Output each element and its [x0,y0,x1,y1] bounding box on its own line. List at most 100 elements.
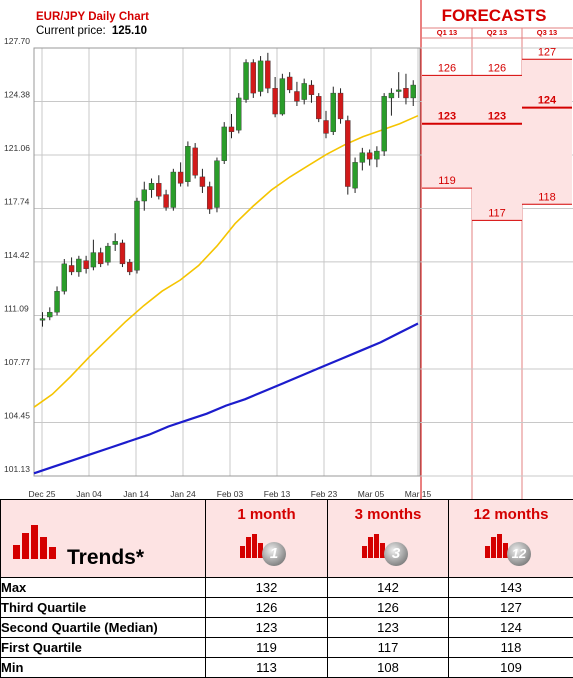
candle-body [338,93,343,119]
candle-body [171,172,176,207]
table-row: Max 132 142 143 [1,578,573,598]
candle-body [280,79,285,114]
candle-body [265,61,270,88]
candle-body [345,120,350,186]
row-value: 113 [206,658,328,678]
current-price-label: Current price: [36,25,106,37]
candle-body [331,93,336,132]
candle-body [353,162,358,188]
row-value: 123 [328,618,449,638]
row-value: 126 [328,598,449,618]
candle [193,143,198,178]
row-value: 119 [206,638,328,658]
candle-body [135,201,140,270]
row-value: 126 [206,598,328,618]
candle-body [55,291,60,312]
candle-body [251,62,256,93]
x-tick-label: Feb 03 [217,489,244,499]
row-value: 108 [328,658,449,678]
candle-body [382,96,387,151]
candle [251,59,256,98]
candle-body [214,161,219,208]
candle-body [273,88,278,114]
period-bars-icon [362,534,386,558]
y-tick-label: 127.70 [4,36,30,46]
column-3-months-label: 3 months [328,506,448,523]
candle-body [98,253,103,264]
candle-body [178,172,183,183]
candle-body [69,265,74,271]
column-12-months-label: 12 months [449,506,573,523]
candle-body [258,61,263,92]
candle [222,122,227,164]
row-label: First Quartile [1,638,206,658]
candle-body [164,195,169,208]
forecast-column-label: Q1 13 [437,28,457,37]
header-1-month: 1 month 1 [206,500,328,578]
forecasts-header: FORECASTS [442,6,547,25]
candle-body [302,83,307,99]
forecast-value-label: 119 [438,175,456,187]
forecast-column-label: Q2 13 [487,28,507,37]
3-months-badge-icon: 3 [384,542,408,566]
forecast-value-label: 117 [488,207,506,219]
candle [120,240,125,267]
candle-body [127,262,132,272]
candle-body [294,91,299,101]
forecast-value-label: 123 [488,111,506,123]
candle-body [236,98,241,130]
candle [135,198,140,274]
candle [105,243,110,266]
row-value: 127 [449,598,573,618]
header-12-months: 12 months 12 [449,500,573,578]
trends-table: Trends* 1 month 1 3 months [0,499,573,678]
row-value: 132 [206,578,328,598]
row-value: 143 [449,578,573,598]
header-3-months: 3 months 3 [328,500,449,578]
current-price-value: 125.10 [112,25,147,37]
row-value: 118 [449,638,573,658]
candle [280,74,285,116]
candle [207,182,212,214]
candle-body [374,151,379,159]
column-1-month-label: 1 month [206,506,327,523]
forecast-range [522,59,572,204]
table-row: Min 113 108 109 [1,658,573,678]
row-label: Max [1,578,206,598]
current-price-line: Current price: 125.10 [36,25,147,37]
candle-body [84,261,89,269]
table-row: First Quartile 119 117 118 [1,638,573,658]
candle [258,56,263,96]
row-value: 124 [449,618,573,638]
candle-body [324,120,329,133]
candle [345,116,350,195]
y-tick-label: 121.06 [4,143,30,153]
x-tick-label: Feb 23 [311,489,338,499]
candle-body [149,183,154,189]
eurjpy-daily-chart: 127.70124.38121.06117.74114.42111.09107.… [0,0,573,499]
period-bars-icon [240,534,264,558]
candle-body [360,153,365,163]
candle-body [222,127,227,161]
forecast-column-label: Q3 13 [537,28,557,37]
period-bars-icon [485,534,509,558]
candle-body [389,93,394,98]
1-month-badge-icon: 1 [262,542,286,566]
candle-body [396,90,401,92]
candle [353,158,358,193]
row-value: 109 [449,658,573,678]
x-tick-label: Dec 25 [29,489,56,499]
candle-body [411,85,416,98]
candle-body [316,96,321,119]
y-tick-label: 114.42 [4,250,30,260]
12-months-badge-icon: 12 [507,542,531,566]
forecast-range [472,75,522,220]
candle [185,141,190,186]
candle-body [62,264,67,291]
y-tick-label: 117.74 [4,196,30,206]
candle [244,59,249,102]
candle [236,93,241,133]
candle [316,93,321,122]
x-tick-label: Mar 05 [358,489,385,499]
